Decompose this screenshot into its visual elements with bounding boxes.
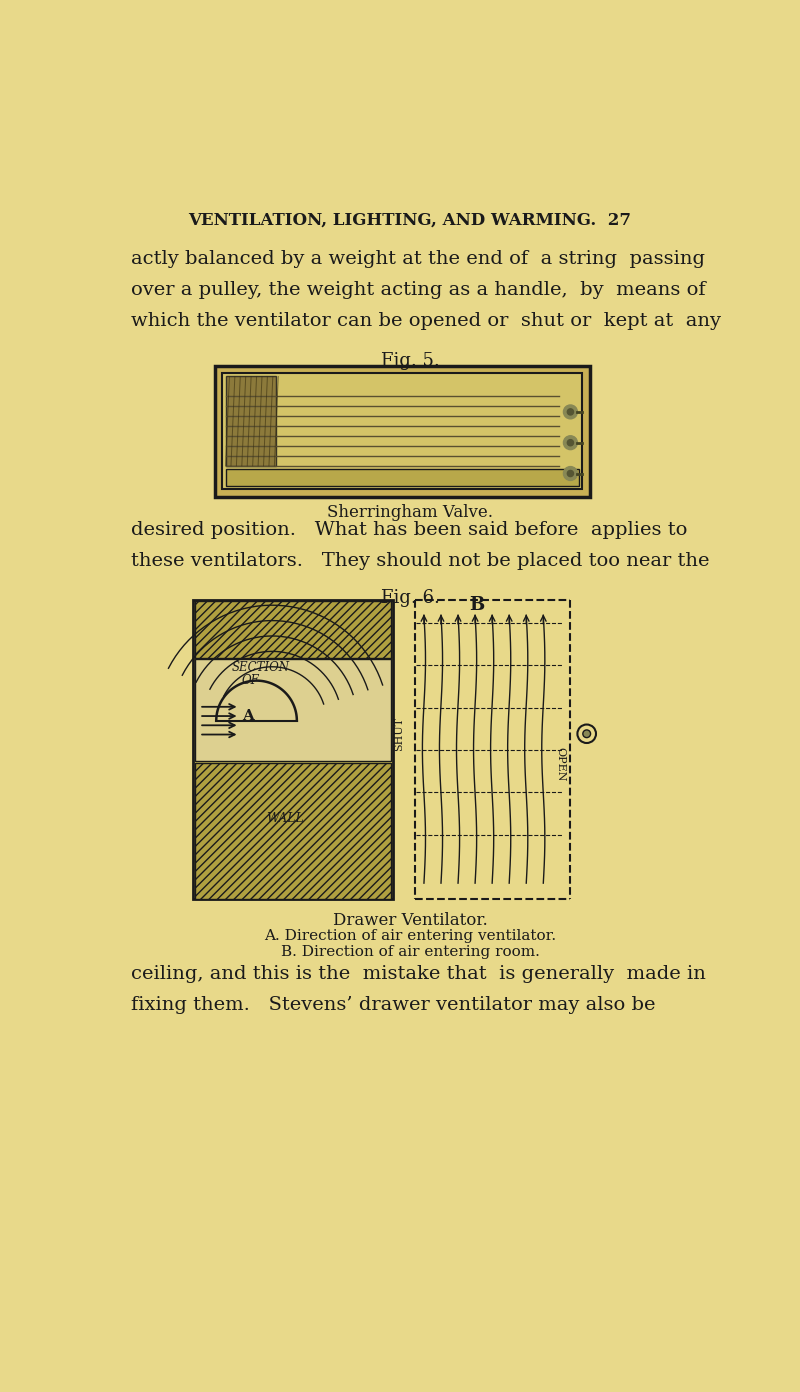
Circle shape <box>583 729 590 738</box>
Circle shape <box>567 470 574 476</box>
Bar <box>226 376 276 466</box>
Text: VENTILATION, LIGHTING, AND WARMING.  27: VENTILATION, LIGHTING, AND WARMING. 27 <box>189 212 631 228</box>
Bar <box>222 373 582 489</box>
Circle shape <box>567 409 574 415</box>
Text: Fig. 5.: Fig. 5. <box>381 352 439 370</box>
Text: A. Direction of air entering ventilator.: A. Direction of air entering ventilator. <box>264 930 556 944</box>
Text: these ventilators.   They should not be placed too near the: these ventilators. They should not be pl… <box>131 553 710 571</box>
Text: Fig. 6.: Fig. 6. <box>381 589 439 607</box>
Text: SECTION: SECTION <box>232 661 290 674</box>
Text: WALL: WALL <box>266 812 304 825</box>
Text: OF: OF <box>241 675 259 688</box>
Text: desired position.   What has been said before  applies to: desired position. What has been said bef… <box>131 521 687 539</box>
Bar <box>194 658 391 761</box>
Text: over a pulley, the weight acting as a handle,  by  means of: over a pulley, the weight acting as a ha… <box>131 281 706 299</box>
Circle shape <box>563 405 578 419</box>
Bar <box>226 469 579 486</box>
Text: ceiling, and this is the  mistake that  is generally  made in: ceiling, and this is the mistake that is… <box>131 965 706 983</box>
Bar <box>194 763 391 899</box>
Circle shape <box>567 440 574 445</box>
Text: fixing them.   Stevens’ drawer ventilator may also be: fixing them. Stevens’ drawer ventilator … <box>131 995 655 1013</box>
Text: A: A <box>242 709 254 722</box>
Text: Sherringham Valve.: Sherringham Valve. <box>327 504 493 521</box>
Bar <box>194 601 391 657</box>
Circle shape <box>563 436 578 450</box>
Text: B. Direction of air entering room.: B. Direction of air entering room. <box>281 945 539 959</box>
Text: OPEN: OPEN <box>555 748 566 782</box>
Text: Drawer Ventilator.: Drawer Ventilator. <box>333 912 487 930</box>
Bar <box>193 600 393 899</box>
Bar <box>214 366 590 497</box>
Text: B: B <box>469 596 484 614</box>
Circle shape <box>563 466 578 480</box>
Text: which the ventilator can be opened or  shut or  kept at  any: which the ventilator can be opened or sh… <box>131 312 721 330</box>
Text: actly balanced by a weight at the end of  a string  passing: actly balanced by a weight at the end of… <box>131 251 705 269</box>
Text: SHUT: SHUT <box>394 717 404 750</box>
